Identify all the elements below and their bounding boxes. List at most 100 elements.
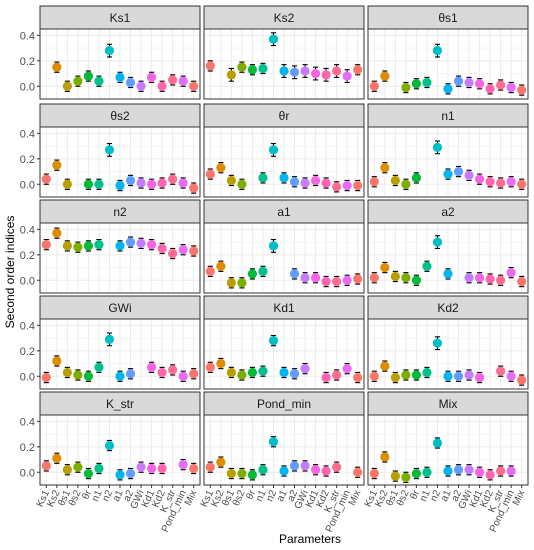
data-point	[216, 261, 226, 271]
data-point	[237, 370, 247, 380]
data-point	[496, 178, 506, 188]
data-point	[189, 369, 199, 379]
facet-strip-title: θr	[279, 109, 290, 123]
data-point	[62, 179, 72, 189]
data-point	[432, 438, 443, 448]
y-axis-title: Second order indices	[3, 216, 17, 329]
facet-panel: a1	[203, 199, 365, 294]
y-tick-label: 0.0	[20, 371, 35, 383]
data-point	[83, 179, 94, 189]
data-point	[353, 467, 363, 477]
y-tick-label: 0.4	[20, 128, 35, 140]
data-point	[369, 468, 379, 479]
data-point	[41, 372, 51, 383]
facet-panel: GWi 0.0 0.2 0.4	[20, 295, 201, 390]
data-point	[237, 62, 247, 72]
facet-strip-title: K_str	[106, 397, 134, 411]
facet-panel: Kd1	[203, 295, 365, 390]
data-point	[380, 262, 390, 273]
data-point	[300, 273, 310, 283]
facet-strip-title: Pond_min	[257, 397, 311, 411]
data-point	[411, 173, 422, 183]
data-point	[422, 467, 432, 477]
data-point	[125, 468, 136, 479]
data-point	[146, 463, 157, 474]
data-point	[443, 466, 453, 476]
data-point	[52, 160, 62, 170]
y-tick-label: 0.2	[20, 250, 35, 262]
data-point	[189, 463, 199, 474]
data-point	[453, 76, 464, 86]
data-point	[125, 237, 136, 247]
data-point	[125, 369, 136, 379]
facet-strip-title: Mix	[439, 397, 458, 411]
data-point	[464, 77, 474, 88]
data-point	[157, 81, 167, 91]
x-tick-label: a1	[275, 488, 290, 503]
data-point	[178, 460, 188, 470]
data-point	[310, 273, 321, 283]
data-point	[94, 240, 104, 250]
data-point	[178, 178, 188, 188]
data-point	[380, 361, 390, 371]
data-point	[332, 276, 342, 287]
data-point	[258, 266, 268, 276]
data-point	[268, 34, 279, 44]
data-point	[168, 75, 178, 85]
data-point	[506, 371, 516, 381]
data-point	[178, 371, 188, 381]
data-point	[52, 228, 62, 238]
facet-panel: K_str0.00.20.4Ks1Ks2θs1θs2θrn1n2a1a2GWiK…	[20, 391, 201, 534]
data-point	[205, 462, 215, 472]
data-point	[369, 273, 379, 283]
data-point	[73, 370, 83, 380]
data-point	[73, 76, 83, 86]
data-point	[342, 364, 352, 374]
data-point	[136, 178, 146, 188]
facet-strip-title: GWi	[108, 301, 131, 315]
data-point	[115, 72, 125, 82]
x-tick-label: a1	[439, 488, 454, 503]
panel-border	[39, 318, 201, 390]
data-point	[506, 177, 516, 187]
data-point	[496, 275, 506, 285]
data-point	[310, 175, 321, 186]
data-point	[401, 82, 411, 93]
data-point	[300, 461, 310, 471]
x-tick-label: n2	[101, 488, 116, 503]
data-point	[353, 274, 363, 284]
data-point	[300, 66, 310, 76]
data-point	[517, 179, 527, 189]
data-point	[205, 266, 215, 276]
data-point	[380, 452, 390, 462]
data-point	[62, 241, 72, 251]
data-point	[380, 71, 390, 81]
data-point	[517, 85, 527, 95]
data-point	[258, 63, 268, 74]
data-point	[104, 440, 115, 451]
x-tick-label: a1	[111, 488, 126, 503]
data-point	[342, 71, 352, 81]
data-point	[168, 248, 178, 259]
facet-strip-title: θs2	[110, 109, 130, 123]
data-point	[205, 169, 215, 179]
data-point	[517, 276, 527, 287]
data-point	[390, 271, 400, 282]
data-point	[506, 82, 516, 93]
data-point	[453, 371, 464, 381]
facet-panel: Kd2	[367, 295, 529, 390]
data-point	[279, 367, 289, 378]
facet-strip-title: a1	[277, 205, 291, 219]
data-point	[178, 76, 188, 86]
data-point	[517, 375, 527, 385]
data-point	[216, 457, 226, 467]
data-point	[353, 65, 363, 75]
x-tick-label: a2	[286, 488, 301, 503]
facet-panel: n1	[367, 103, 529, 198]
data-point	[380, 163, 390, 173]
data-point	[289, 369, 300, 379]
data-point	[289, 177, 300, 187]
data-point	[474, 174, 485, 184]
data-point	[474, 273, 485, 283]
